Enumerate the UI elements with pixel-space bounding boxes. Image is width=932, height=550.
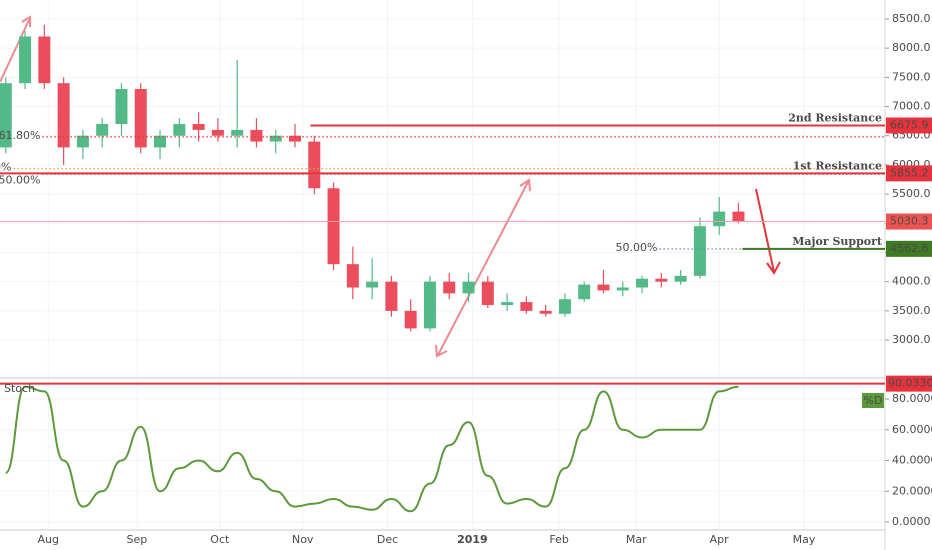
level-box [886, 213, 932, 230]
candle-body [0, 83, 12, 148]
candle-body [19, 36, 32, 84]
y-tick-label: 0.0000 [892, 515, 931, 528]
candle-body [76, 135, 89, 148]
y-tick-label: 8500.0 [892, 12, 931, 25]
arrow-head [766, 261, 781, 275]
level-name: 1st Resistance [793, 159, 882, 172]
level-value: 6675.9 [890, 118, 929, 131]
grid [0, 0, 885, 530]
arrow-head [21, 15, 31, 27]
y-tick-label: 3000.0 [892, 333, 931, 346]
y-tick-label: 40.0000 [892, 454, 932, 467]
candle-body [346, 264, 359, 288]
fib-label: 100.00% [0, 161, 11, 174]
candle-body [597, 284, 610, 291]
y-tick-label: 3500.0 [892, 304, 931, 317]
fib-label: 50.00% [615, 241, 657, 254]
candle-body [154, 135, 167, 148]
candle-body [385, 281, 398, 311]
candle-body [578, 284, 591, 300]
level-value: 90.0330 [888, 377, 932, 390]
y-tick-label: 8000.0 [892, 41, 931, 54]
candle-body [250, 129, 263, 142]
legend-label: %D [864, 394, 883, 407]
candle-body [501, 302, 514, 306]
candle-body [192, 124, 205, 130]
stoch-line [4, 385, 739, 513]
candle-body [732, 211, 745, 222]
arrow [755, 188, 775, 273]
level-box [886, 165, 932, 182]
level-box [886, 240, 932, 257]
panel-title: Stoch [4, 382, 35, 395]
candle-body [713, 211, 726, 227]
fib-label: 50.00% [0, 173, 40, 186]
candle-body [539, 310, 552, 314]
x-tick-label: Oct [210, 533, 230, 546]
x-tick-label: Sep [127, 533, 148, 546]
arrow [437, 181, 529, 356]
y-tick-label: 80.0000 [892, 392, 932, 405]
level-value: 4562.6 [890, 242, 929, 255]
y-tick-label: 7000.0 [892, 100, 931, 113]
x-tick-label: 2019 [457, 533, 488, 546]
y-tick-label: 7500.0 [892, 70, 931, 83]
candle-body [289, 135, 301, 142]
level-name: 2nd Resistance [788, 111, 882, 124]
candle-body [481, 281, 494, 306]
x-tick-label: Aug [37, 533, 58, 546]
candle-body [366, 281, 379, 288]
level-box [886, 117, 932, 134]
candle-body [462, 281, 475, 294]
candle-body [231, 129, 244, 136]
level-box [886, 375, 932, 392]
candle-body [404, 310, 417, 329]
x-tick-label: Dec [377, 533, 398, 546]
x-tick-label: Feb [549, 533, 568, 546]
y-tick-label: 4000.0 [892, 275, 931, 288]
candle-body [269, 135, 282, 142]
candle-body [443, 281, 456, 294]
candle-body [211, 129, 224, 136]
candle-body [327, 188, 340, 265]
candle-body [636, 278, 649, 288]
x-tick-label: Nov [292, 533, 314, 546]
candle-body [57, 83, 70, 148]
candle-body [674, 275, 687, 282]
candle-body [115, 89, 128, 125]
candle-body [520, 302, 533, 311]
candle-body [423, 281, 436, 329]
arrow-head [435, 344, 448, 358]
candle-body [38, 36, 51, 84]
x-tick-label: Apr [710, 533, 730, 546]
x-tick-label: Mar [626, 533, 647, 546]
candle-body [616, 287, 629, 291]
candle-body [693, 226, 706, 276]
level-value: 5855.2 [890, 166, 929, 179]
legend-box [862, 393, 884, 408]
candle-body [558, 299, 571, 314]
arrow-head [519, 178, 531, 192]
candle-body [173, 124, 186, 136]
y-tick-label: 5500.0 [892, 187, 931, 200]
candle-body [655, 278, 668, 282]
y-tick-label: 20.0000 [892, 484, 932, 497]
y-tick-label: 60.0000 [892, 423, 932, 436]
level-value: 5030.3 [890, 215, 929, 228]
arrows [0, 15, 781, 358]
candle-body [134, 89, 147, 148]
candle-body [308, 141, 321, 189]
candle-body [96, 124, 109, 136]
arrow [0, 19, 30, 83]
x-tick-label: May [793, 533, 816, 546]
fib-label: 61.80% [0, 129, 40, 142]
level-name: Major Support [792, 235, 883, 248]
